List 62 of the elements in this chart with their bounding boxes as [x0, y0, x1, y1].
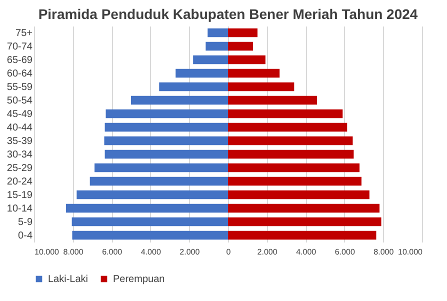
bar [228, 28, 258, 38]
y-tick-label: 35-39 [6, 136, 33, 147]
bar [228, 217, 382, 226]
bar [228, 122, 348, 132]
y-tick-label: 25-29 [6, 162, 33, 174]
y-tick-label: 45-49 [6, 108, 33, 120]
y-tick-label: 15-19 [6, 190, 33, 201]
x-tick-label: 10.000 [398, 248, 424, 256]
bar [76, 190, 228, 200]
y-tick-label: 0-4 [18, 230, 33, 242]
bar [176, 68, 228, 78]
y-tick-label: 20-24 [6, 176, 33, 188]
legend-label: Laki-Laki [48, 274, 88, 285]
bar [206, 42, 228, 51]
bar [208, 28, 228, 38]
y-tick-label: 10-14 [6, 203, 33, 214]
y-tick-label: 65-69 [6, 54, 33, 66]
bar [228, 55, 266, 64]
bar [94, 163, 228, 172]
x-tick-label: 2.000 [180, 248, 200, 256]
bar [90, 176, 228, 186]
x-tick-label: 2.000 [257, 248, 278, 256]
bar [228, 176, 362, 186]
bar [228, 190, 370, 200]
x-tick-label: 4.000 [140, 248, 162, 256]
bar [193, 55, 228, 64]
bar [228, 68, 280, 78]
x-tick-label: 4.000 [296, 248, 317, 256]
bar [104, 150, 228, 159]
bar [228, 96, 318, 105]
bar [228, 109, 343, 118]
x-tick-label: 8.000 [374, 248, 394, 256]
bar [228, 42, 254, 51]
bar [131, 96, 228, 105]
y-tick-label: 50-54 [6, 95, 33, 106]
y-tick-label: 70-74 [6, 41, 33, 52]
bar [159, 82, 228, 92]
y-tick-label: 55-59 [6, 82, 33, 93]
x-tick-label: 10.000 [34, 248, 60, 256]
bar [104, 136, 228, 146]
bar [66, 204, 228, 213]
bar [228, 136, 353, 146]
bar [228, 163, 360, 172]
chart-title: Piramida Penduduk Kabupaten Bener Meriah Tahun 2024 [38, 6, 418, 22]
y-tick-label: 75+ [16, 28, 33, 39]
y-tick-label: 30-34 [6, 149, 33, 160]
bar [72, 217, 228, 226]
bar [72, 230, 228, 240]
bar [228, 150, 354, 159]
x-tick-label: 8.000 [63, 248, 84, 256]
bar [106, 109, 228, 118]
x-tick-label: 6.000 [334, 248, 356, 256]
y-tick-label: 40-44 [6, 122, 33, 134]
x-tick-label: 0 [226, 248, 232, 256]
x-tick-label: 6.000 [102, 248, 123, 256]
y-tick-label: 5-9 [18, 216, 33, 228]
bar [104, 122, 228, 132]
bar [228, 82, 294, 92]
bar [228, 230, 376, 240]
y-tick-label: 60-64 [6, 68, 33, 80]
bar [228, 204, 380, 213]
legend-label: Perempuan [113, 274, 165, 285]
